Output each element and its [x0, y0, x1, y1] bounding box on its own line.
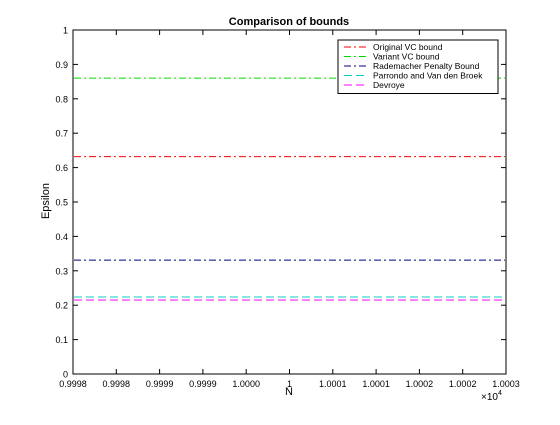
- y-tick-label: 0.1: [55, 335, 68, 345]
- legend-label: Variant VC bound: [373, 52, 440, 62]
- x-tick-label: 1.0003: [492, 379, 520, 389]
- x-tick-label: 0.9998: [59, 379, 87, 389]
- y-tick-label: 0.2: [55, 301, 68, 311]
- x-tick-label: 1.0001: [319, 379, 347, 389]
- x-tick-label: 1.0002: [449, 379, 477, 389]
- x-tick-label: 1.0002: [406, 379, 434, 389]
- y-tick-label: 0.5: [55, 198, 68, 208]
- y-tick-label: 0: [63, 370, 68, 380]
- x-axis-multiplier-exponent: 4: [498, 390, 502, 397]
- y-tick-label: 0.4: [55, 232, 68, 242]
- y-tick-label: 1: [63, 26, 68, 36]
- x-tick-label: 0.9998: [103, 379, 131, 389]
- y-axis-label: Epsilon: [40, 183, 52, 219]
- x-tick-label: 0.9999: [146, 379, 174, 389]
- x-tick-label: 1.0000: [232, 379, 260, 389]
- legend-label: Parrondo and Van den Broek: [373, 71, 483, 81]
- legend-label: Rademacher Penalty Bound: [373, 61, 480, 71]
- y-tick-label: 0.3: [55, 266, 68, 276]
- x-axis-multiplier-base: ×10: [481, 392, 498, 403]
- y-tick-label: 0.6: [55, 163, 68, 173]
- x-tick-label: 0.9999: [189, 379, 217, 389]
- x-axis-multiplier: ×104: [481, 390, 502, 403]
- legend-label: Devroye: [373, 80, 405, 90]
- legend-label: Original VC bound: [373, 42, 443, 52]
- y-tick-label: 0.9: [55, 60, 68, 70]
- x-tick-label: 1.0001: [362, 379, 390, 389]
- chart-title: Comparison of bounds: [229, 16, 349, 28]
- y-tick-label: 0.8: [55, 94, 68, 104]
- x-tick-label: 1: [287, 379, 292, 389]
- y-tick-label: 0.7: [55, 129, 68, 139]
